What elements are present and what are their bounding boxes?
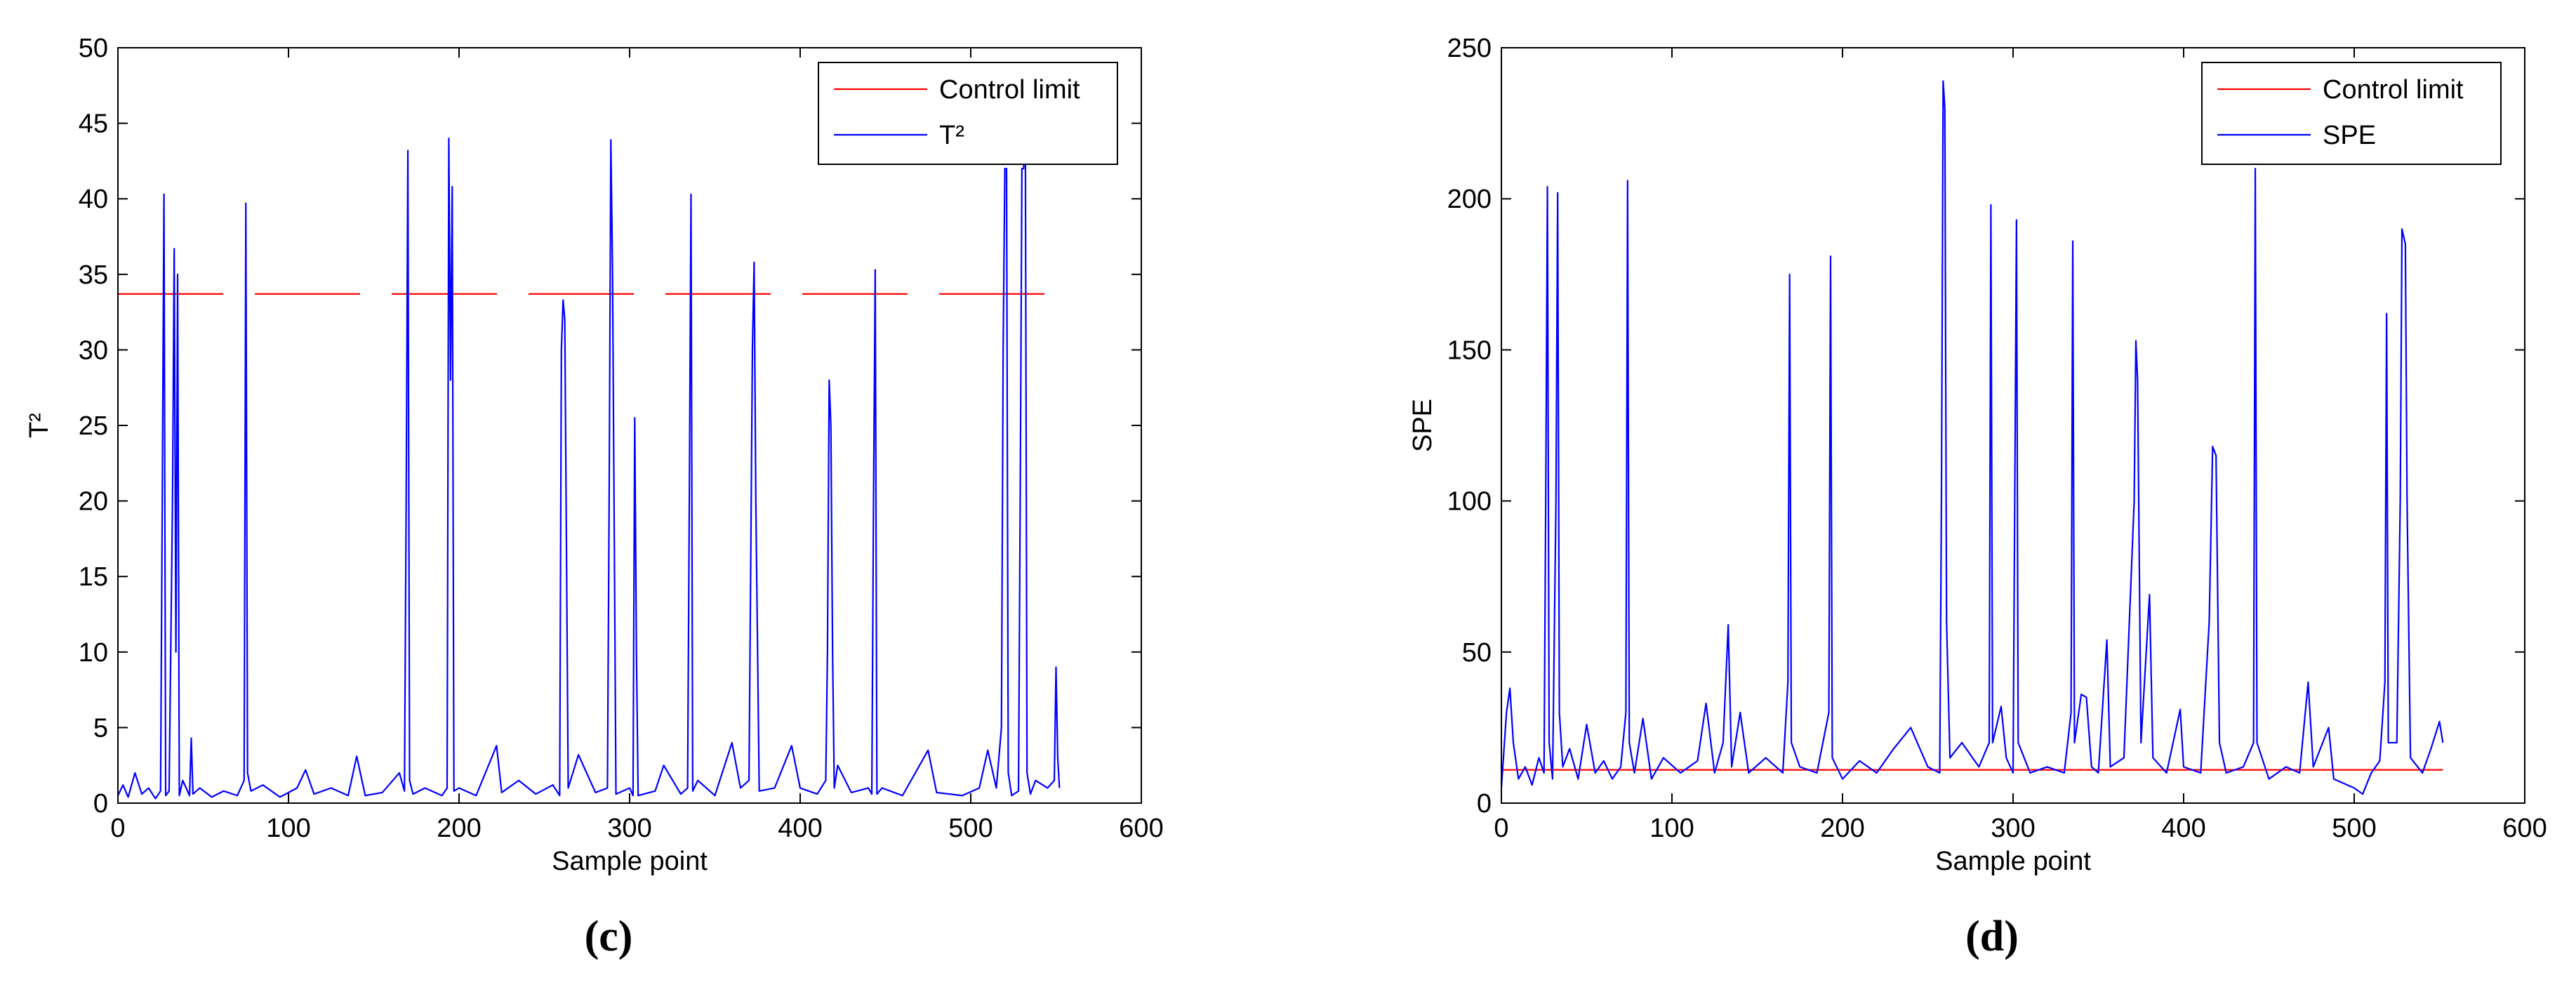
x-tick-label: 300 — [607, 814, 651, 843]
y-tick-label: 50 — [1462, 638, 1492, 668]
x-tick-label: 0 — [1494, 814, 1508, 843]
plot: 0 100 200 300 400 500 600 0 5 10 15 20 25 30 35 40 45 50 S… — [25, 34, 1164, 960]
series-group — [1501, 80, 2444, 795]
line-series — [1501, 80, 2444, 795]
x-tick-label: 300 — [1991, 814, 2035, 843]
legend-box — [818, 62, 1118, 165]
y-tick-label: 30 — [79, 336, 108, 365]
y-tick-label: 0 — [93, 789, 108, 819]
series-group — [118, 122, 1061, 800]
plot: 0 100 200 300 400 500 600 0 50 100 150 200 250 Sample… — [1408, 34, 2547, 960]
y-tick-label: 250 — [1447, 34, 1492, 63]
x-tick-label: 400 — [778, 814, 822, 843]
y-tick-label: 40 — [79, 185, 108, 214]
y-tick-label: 150 — [1447, 336, 1492, 365]
plot-area — [118, 48, 1141, 803]
y-tick-label: 35 — [79, 260, 108, 290]
legend-label: Control limit — [2323, 75, 2464, 105]
x-tick-label: 200 — [1820, 814, 1864, 843]
x-tick-label: 600 — [1119, 814, 1163, 843]
x-tick-label: 500 — [2332, 814, 2376, 843]
x-tick-label: 500 — [948, 814, 992, 843]
x-tick-label: 600 — [2502, 814, 2547, 843]
y-axis-label: T² — [25, 413, 54, 438]
y-axis-label: SPE — [1408, 399, 1438, 452]
y-tick-label: 50 — [79, 34, 108, 63]
y-tick-label: 25 — [79, 411, 108, 441]
legend: Control limit SPE — [2201, 62, 2502, 165]
legend-label: T² — [939, 121, 964, 150]
x-axis-label: Sample point — [1935, 847, 2091, 876]
legend-label: SPE — [2323, 121, 2376, 150]
legend-box — [2201, 62, 2502, 165]
legend: Control limit T² — [818, 62, 1118, 165]
x-tick-label: 100 — [266, 814, 310, 843]
x-axis-label: Sample point — [552, 847, 708, 876]
x-tick-label: 200 — [437, 814, 481, 843]
y-tick-label: 10 — [79, 638, 108, 668]
y-tick-label: 5 — [93, 713, 108, 743]
caption: (d) — [1965, 913, 2019, 960]
y-tick-label: 20 — [79, 487, 108, 517]
y-tick-label: 0 — [1477, 789, 1492, 819]
y-tick-label: 100 — [1447, 487, 1492, 517]
x-tick-label: 0 — [110, 814, 125, 843]
x-tick-label: 400 — [2161, 814, 2205, 843]
x-tick-label: 100 — [1649, 814, 1694, 843]
y-tick-label: 15 — [79, 562, 108, 592]
line-series — [118, 122, 1061, 800]
caption: (c) — [585, 913, 633, 960]
y-tick-label: 200 — [1447, 185, 1492, 214]
y-tick-label: 45 — [79, 110, 108, 139]
legend-label: Control limit — [939, 75, 1080, 105]
